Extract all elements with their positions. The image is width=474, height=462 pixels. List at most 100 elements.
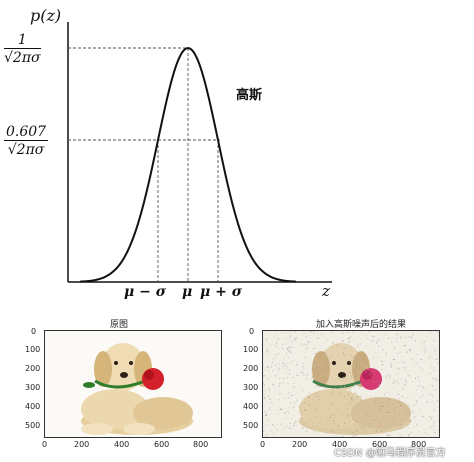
left-x-tick: 0 bbox=[42, 440, 48, 449]
noise-speckle bbox=[361, 361, 363, 363]
noise-speckle bbox=[355, 435, 357, 437]
noise-speckle bbox=[290, 422, 291, 424]
noise-speckle bbox=[432, 357, 434, 359]
noise-speckle bbox=[362, 333, 364, 335]
noise-speckle bbox=[268, 376, 270, 378]
noise-speckle bbox=[267, 353, 269, 355]
noise-speckle bbox=[416, 425, 418, 426]
noise-speckle bbox=[282, 406, 284, 408]
noise-speckle bbox=[433, 370, 435, 372]
noise-speckle bbox=[332, 342, 334, 344]
noise-speckle bbox=[267, 365, 269, 367]
noise-speckle bbox=[361, 382, 363, 384]
noise-speckle bbox=[378, 385, 380, 387]
noise-speckle bbox=[312, 346, 314, 348]
noise-speckle bbox=[423, 387, 425, 389]
noise-speckle bbox=[401, 369, 403, 371]
noise-speckle bbox=[324, 386, 326, 388]
noise-speckle bbox=[285, 365, 287, 367]
noise-speckle bbox=[384, 420, 386, 422]
noise-speckle bbox=[377, 354, 379, 356]
noise-speckle bbox=[337, 384, 339, 385]
noise-speckle bbox=[266, 435, 268, 437]
noise-speckle bbox=[403, 388, 405, 390]
noise-speckle bbox=[273, 387, 275, 389]
noise-speckle bbox=[395, 333, 397, 335]
noise-speckle bbox=[398, 393, 400, 395]
noise-speckle bbox=[358, 384, 360, 386]
noise-speckle bbox=[270, 403, 272, 405]
noise-speckle bbox=[394, 403, 395, 405]
noise-speckle bbox=[308, 404, 310, 406]
noise-speckle bbox=[303, 362, 305, 364]
noise-speckle bbox=[408, 396, 410, 398]
noise-speckle bbox=[342, 332, 344, 334]
noise-speckle bbox=[279, 393, 280, 395]
noise-speckle bbox=[385, 353, 387, 355]
noise-speckle bbox=[269, 407, 271, 409]
noise-speckle bbox=[286, 350, 288, 352]
noise-speckle bbox=[311, 430, 313, 432]
noise-speckle bbox=[265, 414, 267, 416]
noise-speckle bbox=[403, 345, 405, 347]
noise-speckle bbox=[264, 390, 266, 392]
noise-speckle bbox=[350, 402, 352, 404]
noise-speckle bbox=[306, 379, 308, 381]
noise-speckle bbox=[340, 378, 342, 380]
noise-speckle bbox=[430, 394, 431, 396]
noise-speckle bbox=[404, 350, 406, 352]
noise-speckle bbox=[264, 394, 266, 396]
noise-speckle bbox=[397, 373, 399, 375]
noise-speckle bbox=[280, 423, 282, 425]
noise-speckle bbox=[295, 337, 297, 339]
noise-speckle bbox=[352, 339, 354, 341]
noise-speckle bbox=[351, 422, 353, 424]
noise-speckle bbox=[380, 387, 382, 389]
noise-speckle bbox=[268, 389, 270, 391]
noise-speckle bbox=[394, 347, 396, 349]
noise-speckle bbox=[432, 377, 434, 379]
right-x-tick: 200 bbox=[292, 440, 308, 449]
noise-speckle bbox=[382, 417, 384, 419]
noise-speckle bbox=[263, 352, 265, 354]
noise-speckle bbox=[366, 338, 368, 340]
noise-speckle bbox=[270, 365, 272, 367]
noise-speckle bbox=[421, 342, 423, 344]
right-y-tick: 400 bbox=[243, 402, 259, 411]
noise-speckle bbox=[404, 352, 406, 354]
noise-speckle bbox=[276, 424, 278, 426]
noise-speckle bbox=[353, 386, 355, 388]
noise-speckle bbox=[336, 383, 338, 385]
noise-speckle bbox=[382, 407, 384, 409]
noise-speckle bbox=[317, 433, 319, 435]
noise-speckle bbox=[284, 343, 286, 345]
noise-speckle bbox=[333, 401, 335, 403]
noise-speckle bbox=[342, 340, 344, 342]
noise-speckle bbox=[349, 415, 351, 417]
noise-speckle bbox=[405, 337, 407, 339]
noise-speckle bbox=[379, 383, 381, 385]
noise-speckle bbox=[425, 348, 426, 350]
noise-speckle bbox=[398, 411, 400, 412]
noise-speckle bbox=[425, 400, 427, 402]
noise-speckle bbox=[394, 381, 396, 383]
noise-speckle bbox=[308, 418, 310, 420]
noise-speckle bbox=[400, 424, 402, 426]
noise-speckle bbox=[341, 424, 343, 426]
noise-speckle bbox=[388, 412, 390, 414]
noise-speckle bbox=[264, 422, 266, 424]
noise-speckle bbox=[361, 402, 363, 404]
noise-speckle bbox=[311, 368, 313, 370]
noise-speckle bbox=[354, 375, 356, 377]
noise-speckle bbox=[380, 339, 382, 341]
noise-speckle bbox=[268, 409, 270, 410]
noise-speckle bbox=[336, 408, 338, 410]
noise-speckle bbox=[363, 353, 365, 355]
noise-speckle bbox=[297, 421, 299, 423]
noise-speckle bbox=[422, 387, 424, 388]
noise-speckle bbox=[436, 362, 438, 364]
noise-speckle bbox=[390, 366, 392, 368]
noise-speckle bbox=[272, 383, 274, 385]
noise-speckle bbox=[325, 373, 327, 375]
noise-speckle bbox=[426, 398, 428, 400]
